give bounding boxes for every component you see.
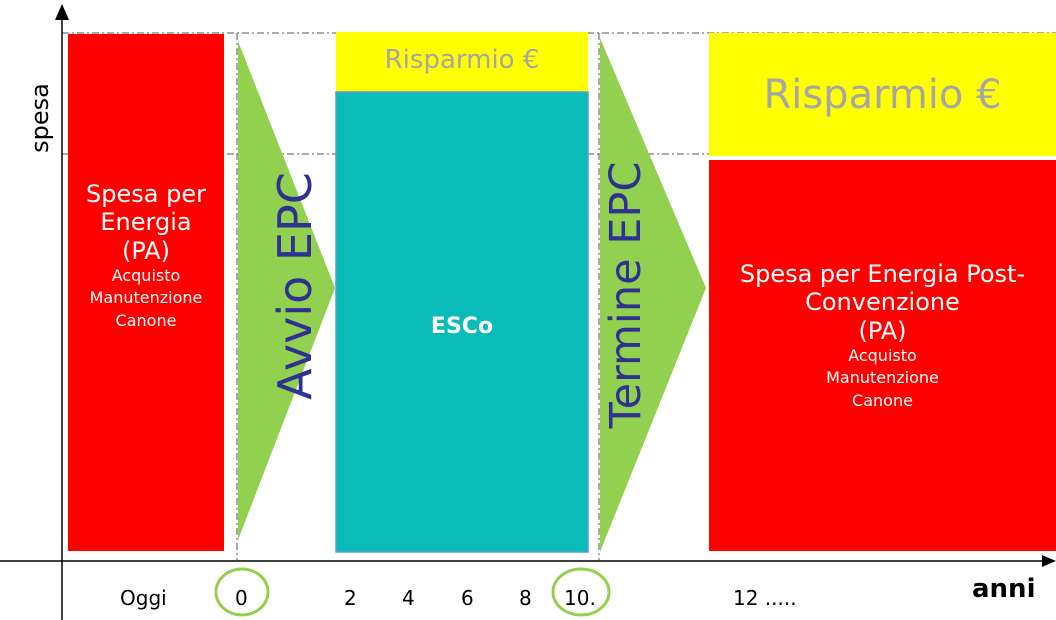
box-pa-line-3: (PA) [121,236,171,265]
highlight-circle-0 [214,567,270,617]
arrow-termine-label: Termine EPC [601,162,651,430]
box-post-sub-1: Acquisto [848,345,917,365]
y-axis-arrowhead [55,4,69,20]
box-pa-text: Spesa per Energia (PA) Acquisto Manutenz… [68,180,224,332]
risparmio-small-label: Risparmio € [384,45,540,75]
x-axis-arrowhead [1042,555,1056,567]
box-post-sub-3: Canone [852,390,913,410]
x-axis-label: anni [972,574,1036,604]
highlight-circle-10 [551,567,611,617]
tick-6: 6 [461,586,474,610]
tick-0: 0 [235,586,248,610]
box-pa-sub-2: Manutenzione [89,288,203,308]
box-esco [335,91,589,553]
box-post-text: Spesa per Energia Post- Convenzione (PA)… [709,260,1056,412]
box-risparmio-large [709,33,1056,156]
y-axis-label: spesa [26,83,54,153]
box-spesa-post [709,160,1056,551]
tick-10: 10. [564,586,596,610]
box-pa-line-1: Spesa per [86,180,206,208]
box-pa-sub-1: Acquisto [111,265,181,285]
box-post-line-3: (PA) [858,316,907,345]
box-post-line-1: Spesa per Energia Post- [739,260,1026,288]
box-pa-line-2: Energia [100,208,192,237]
esco-label: ESCo [430,314,494,339]
tick-2: 2 [344,586,357,610]
tick-12: 12 ..... [733,586,797,610]
box-post-sub-2: Manutenzione [826,368,939,388]
box-risparmio-small [336,32,588,92]
tick-oggi: Oggi [120,586,167,610]
arrow-avvio-epc [238,41,335,540]
arrow-termine-epc [600,38,706,552]
box-spesa-pa [68,34,224,551]
arrow-avvio-label: Avvio EPC [268,172,322,400]
tick-8: 8 [519,586,532,610]
tick-4: 4 [402,586,415,610]
box-post-line-2: Convenzione [805,288,960,317]
box-pa-sub-3: Canone [115,310,177,330]
risparmio-large-label: Risparmio € [763,72,1002,118]
